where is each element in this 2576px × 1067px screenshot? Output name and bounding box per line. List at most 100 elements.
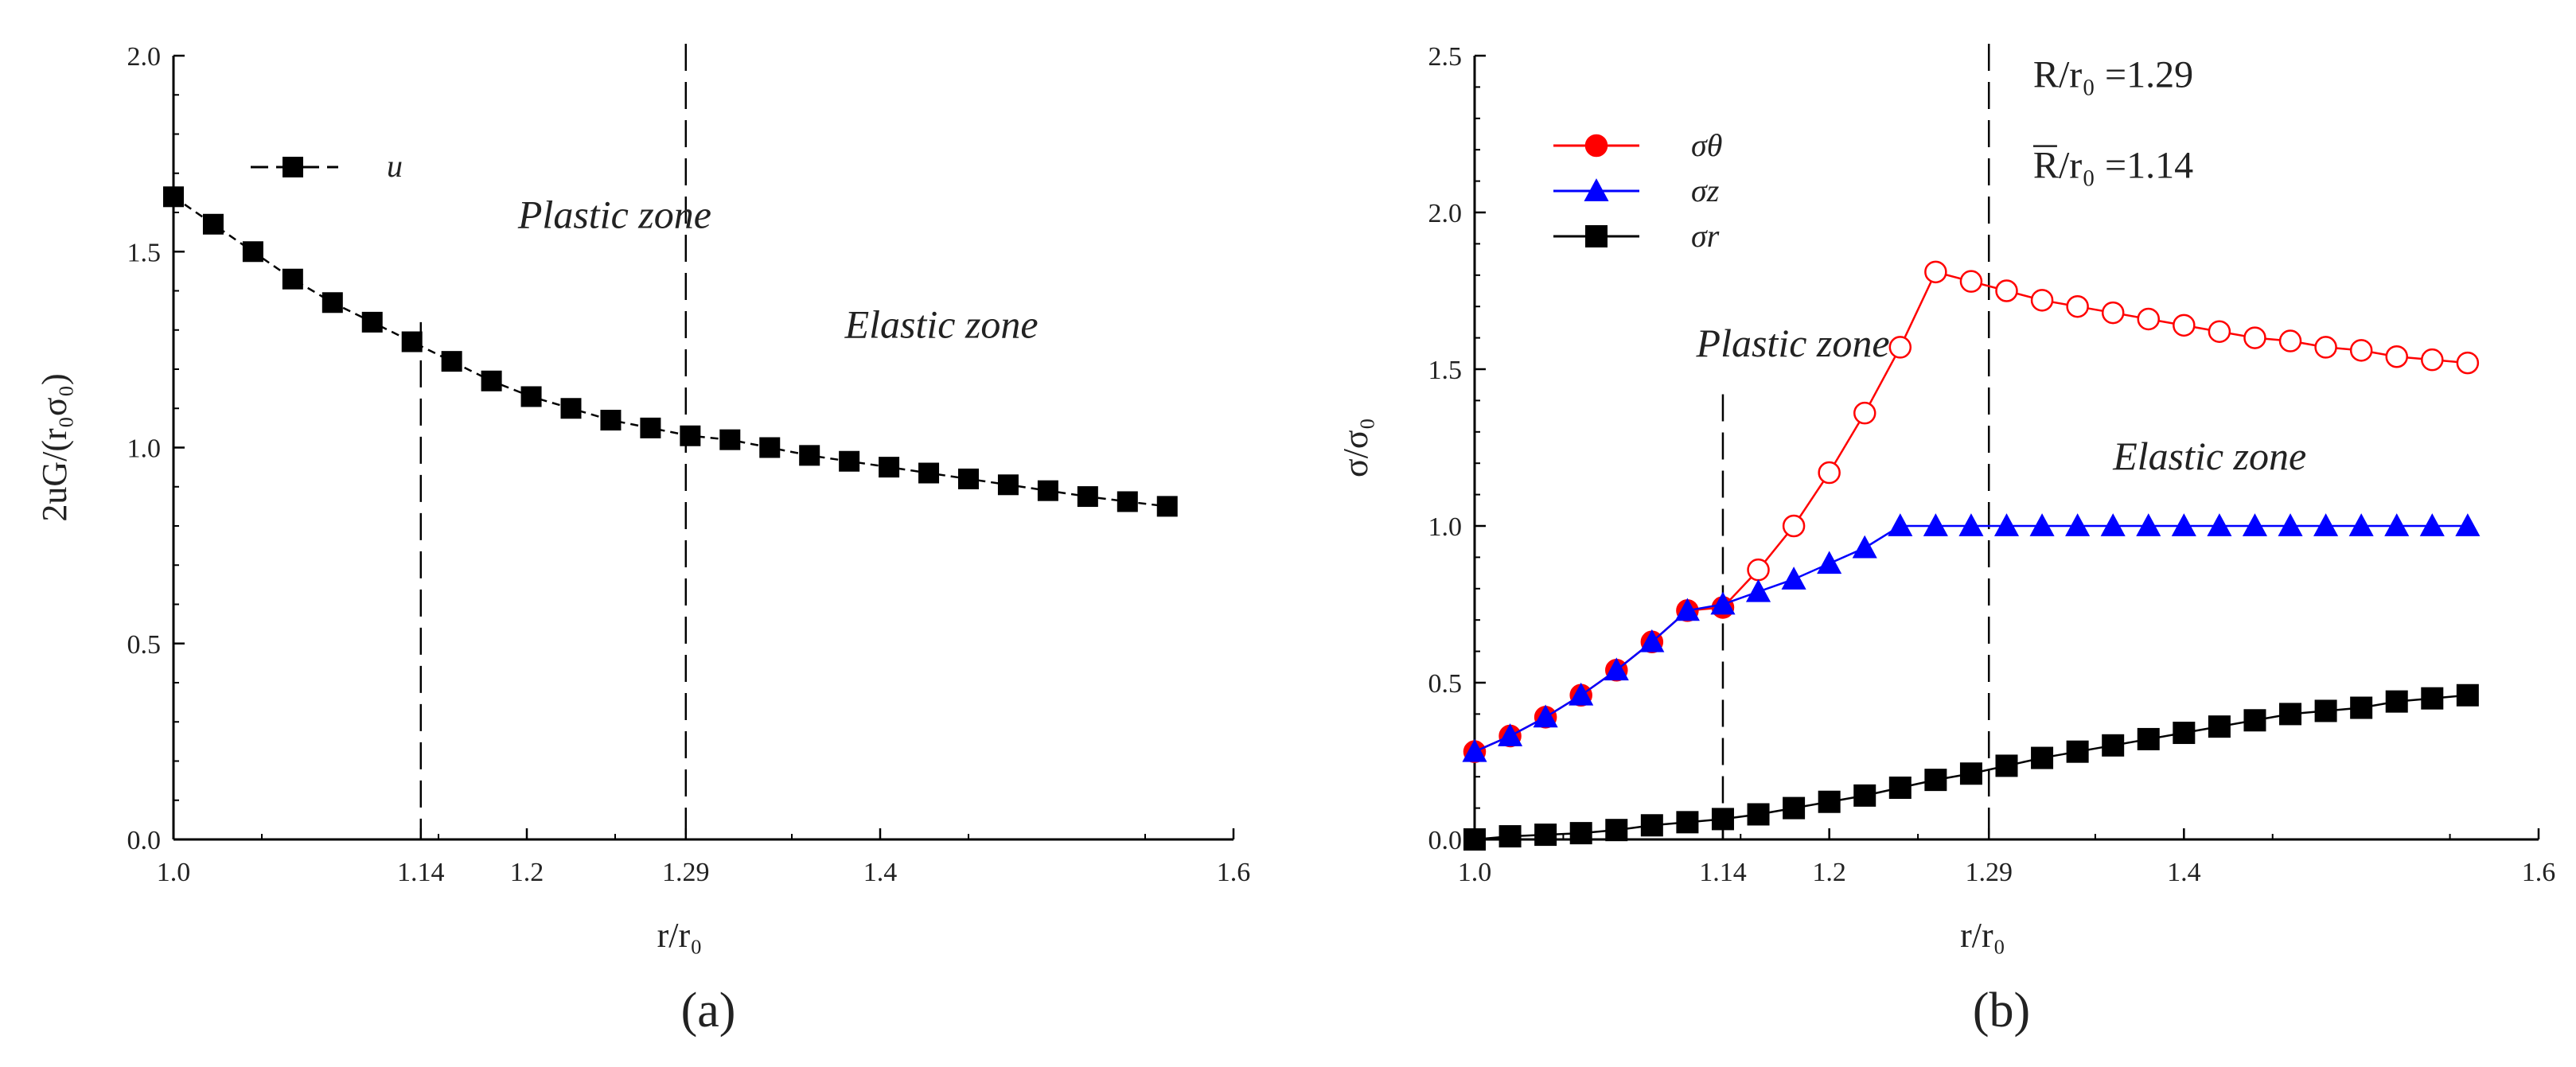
data-point-sigmaz: [1817, 551, 1842, 574]
data-point-sigmar: [2102, 734, 2125, 757]
data-point-sigmar: [2031, 746, 2054, 769]
panel-b-chart: 0.0 0.5 1.0 1.5 2.0 2.5 1.0 1.14 1.2 1.29 1.4 1.6 r/…: [1336, 42, 2555, 955]
x-tick-label: 1.4: [863, 858, 898, 887]
data-point-u: [163, 186, 184, 208]
data-point-sigmaz: [1674, 598, 1700, 621]
data-point-sigmar: [2208, 715, 2231, 738]
data-point-sigmatheta: [2421, 348, 2444, 372]
data-point-u: [520, 386, 542, 407]
data-point-sigmatheta: [2208, 320, 2231, 343]
data-point-sigmaz: [2100, 513, 2126, 536]
data-point-sigmaz: [1745, 578, 1771, 602]
y-tick-label: 2.0: [1428, 199, 1463, 228]
data-point-sigmar: [2243, 709, 2266, 732]
data-point-sigmaz: [2136, 513, 2161, 536]
data-point-sigmatheta: [2066, 294, 2089, 318]
data-point-sigmatheta: [1888, 336, 1912, 359]
zone-annotation: Elastic zone: [2112, 434, 2306, 478]
data-point-sigmar: [1569, 822, 1592, 845]
y-tick-label: 1.0: [127, 434, 162, 464]
data-point-u: [1037, 480, 1058, 501]
data-point-sigmaz: [1852, 535, 1877, 559]
data-point-u: [918, 462, 940, 484]
zone-annotation: Plastic zone: [1696, 321, 1890, 365]
legend-label-sigmar: σr: [1691, 218, 1720, 254]
data-point-u: [1156, 496, 1178, 517]
data-point-sigmaz: [2171, 513, 2196, 536]
y-tick-label: 1.5: [1428, 356, 1463, 385]
data-point-sigmar: [1463, 828, 1486, 851]
x-tick-label: 1.0: [157, 858, 191, 887]
data-point-u: [282, 268, 303, 290]
data-point-sigmatheta: [2385, 345, 2408, 368]
data-point-sigmatheta: [1747, 558, 1770, 582]
x-axis-label: r/r₀: [657, 916, 703, 955]
data-point-u: [322, 292, 343, 313]
data-point-sigmatheta: [2243, 326, 2266, 349]
data-point-sigmatheta: [1959, 270, 1983, 293]
data-point-sigmaz: [1888, 513, 1913, 536]
data-point-sigmar: [2350, 696, 2373, 719]
data-point-u: [560, 398, 582, 419]
data-point-sigmaz: [2242, 513, 2268, 536]
legend-label-sigmaz: σz: [1691, 173, 1720, 208]
y-tick-label: 0.5: [1428, 669, 1463, 699]
series-line-u: [173, 196, 1167, 508]
data-point-u: [242, 241, 263, 263]
data-point-sigmar: [2421, 687, 2444, 710]
data-point-sigmar: [1924, 769, 1947, 792]
data-point-sigmaz: [1462, 738, 1487, 762]
data-point-sigmatheta: [2278, 329, 2302, 352]
x-axis-label: r/r₀: [1960, 916, 2005, 955]
y-tick-label: 0.0: [127, 826, 162, 855]
legend-label-sigmatheta: σθ: [1691, 127, 1722, 163]
zone-annotation: Elastic zone: [844, 302, 1039, 347]
data-point-sigmatheta: [1818, 461, 1841, 485]
x-tick-label: 1.2: [1812, 858, 1846, 887]
x-tick-label: 1.14: [397, 858, 445, 887]
data-point-sigmaz: [1958, 513, 1984, 536]
data-point-u: [997, 474, 1019, 496]
y-tick-label: 0.5: [127, 630, 162, 660]
data-point-sigmatheta: [1853, 401, 1876, 425]
data-point-u: [600, 410, 622, 431]
data-point-u: [680, 425, 701, 446]
data-point-sigmaz: [1993, 513, 2020, 536]
data-point-sigmaz: [2278, 513, 2303, 536]
data-point-u: [839, 450, 860, 472]
data-point-sigmar: [2137, 727, 2160, 750]
data-point-sigmaz: [2029, 513, 2055, 536]
data-point-u: [879, 457, 900, 478]
y-tick-label: 1.0: [1428, 512, 1463, 542]
legend-marker-sigmatheta: [1584, 134, 1608, 158]
data-point-sigmaz: [2207, 513, 2232, 536]
data-point-sigmatheta: [2349, 339, 2373, 362]
data-point-sigmar: [1498, 825, 1522, 848]
data-point-sigmaz: [1604, 657, 1629, 681]
data-point-u: [401, 331, 423, 352]
y-tick-label: 1.5: [127, 238, 162, 267]
data-point-sigmatheta: [2456, 351, 2480, 375]
data-point-sigmar: [2385, 690, 2408, 713]
data-point-sigmatheta: [2173, 313, 2196, 337]
data-point-sigmaz: [2313, 513, 2339, 536]
x-tick-label: 1.6: [2522, 858, 2556, 887]
data-point-sigmar: [1853, 784, 1876, 807]
data-point-sigmaz: [2419, 513, 2445, 536]
data-point-sigmar: [1959, 762, 1982, 785]
y-tick-label: 2.0: [127, 42, 162, 72]
data-point-sigmar: [2279, 703, 2302, 726]
data-point-sigmatheta: [1782, 514, 1806, 538]
data-point-u: [1117, 491, 1138, 512]
data-point-sigmar: [1640, 814, 1663, 837]
data-point-sigmar: [2173, 722, 2196, 745]
x-tick-label: 1.0: [1458, 858, 1492, 887]
data-point-sigmaz: [2455, 513, 2481, 536]
legend-label-u: u: [387, 148, 403, 184]
data-point-u: [1077, 486, 1098, 508]
y-tick-label: 0.0: [1428, 826, 1463, 855]
x-tick-label: 1.2: [510, 858, 544, 887]
panel-a-caption: (a): [681, 983, 736, 1038]
data-point-u: [799, 445, 820, 466]
